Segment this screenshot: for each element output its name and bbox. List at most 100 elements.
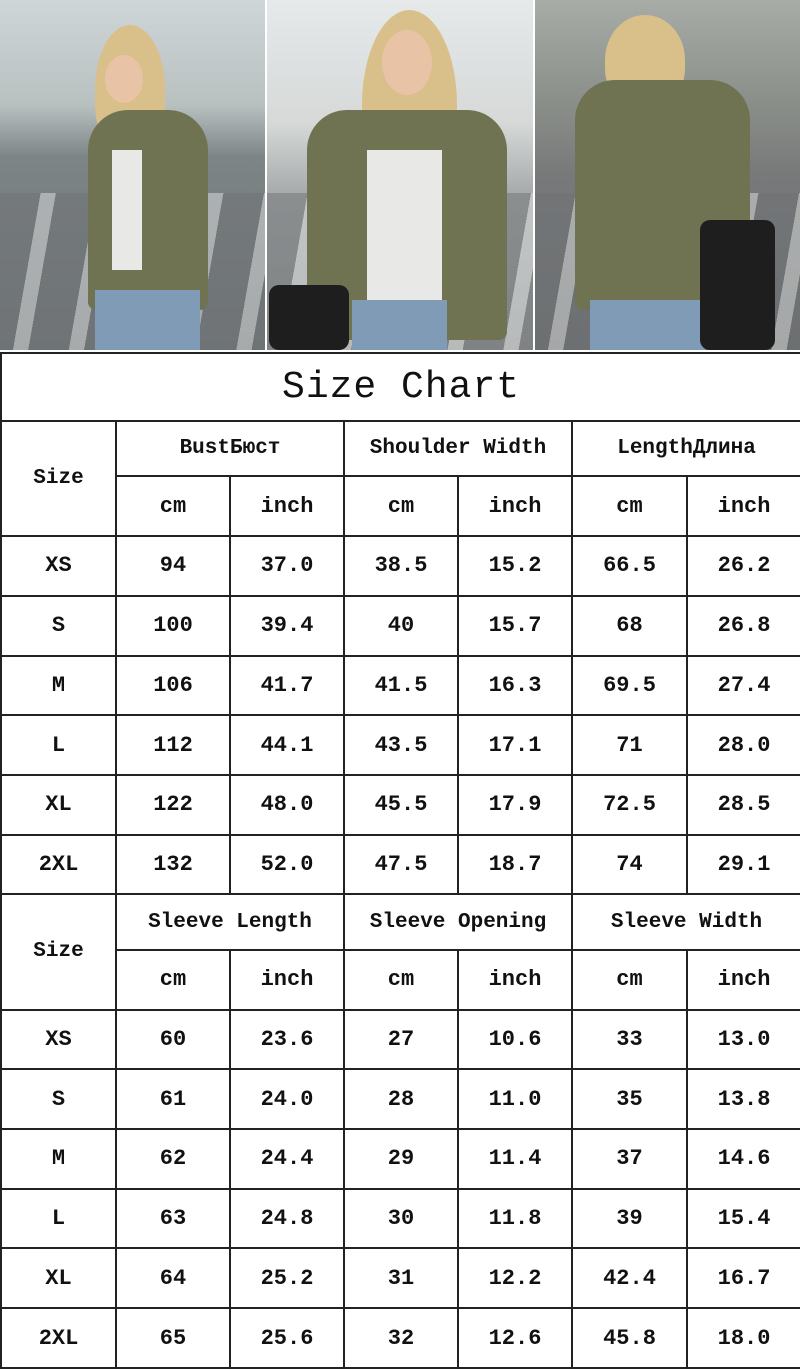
value-cell: 18.7 [457, 833, 573, 896]
value-cell: 47.5 [343, 833, 459, 896]
value-cell: 17.9 [457, 773, 573, 836]
value-cell: 26.2 [685, 535, 800, 597]
value-cell: 33 [571, 1008, 688, 1071]
unit-header: cm [115, 948, 231, 1011]
value-cell: 32 [343, 1307, 459, 1369]
value-cell: 60 [115, 1008, 231, 1071]
unit-header: cm [343, 948, 459, 1011]
value-cell: 27.4 [685, 654, 800, 717]
value-cell: 69.5 [571, 654, 688, 717]
size-cell: XL [0, 773, 117, 836]
value-cell: 112 [115, 714, 231, 776]
size-cell: XS [0, 1008, 117, 1071]
measure-group-header: LengthДлина [570, 419, 800, 478]
value-cell: 106 [115, 654, 231, 717]
value-cell: 35 [571, 1068, 688, 1130]
unit-header: inch [685, 475, 800, 538]
value-cell: 43.5 [343, 714, 459, 776]
product-photo-back [534, 0, 800, 350]
size-cell: L [0, 1187, 117, 1250]
value-cell: 16.3 [457, 654, 573, 717]
value-cell: 25.2 [229, 1247, 345, 1310]
value-cell: 66.5 [571, 535, 688, 597]
size-column-header: Size [0, 419, 117, 538]
value-cell: 94 [115, 535, 231, 597]
value-cell: 11.4 [457, 1127, 573, 1190]
value-cell: 74 [571, 833, 688, 896]
value-cell: 15.7 [457, 594, 573, 657]
size-column-header: Size [0, 893, 117, 1011]
value-cell: 28.5 [685, 773, 800, 836]
value-cell: 68 [571, 594, 688, 657]
value-cell: 63 [115, 1187, 231, 1250]
value-cell: 62 [115, 1127, 231, 1190]
value-cell: 100 [115, 594, 231, 657]
size-chart-title: Size Chart [0, 352, 800, 422]
table-row: L 63 24.8 30 11.8 39 15.4 [0, 1187, 800, 1250]
value-cell: 48.0 [229, 773, 345, 836]
value-cell: 24.8 [229, 1187, 345, 1250]
value-cell: 17.1 [457, 714, 573, 776]
product-photo-front [267, 0, 533, 350]
size-cell: M [0, 1127, 117, 1190]
measure-group-header: BustБюст [115, 419, 345, 478]
product-photos [0, 0, 800, 350]
product-photo-side [0, 0, 266, 350]
value-cell: 18.0 [685, 1307, 800, 1369]
table-row: M 62 24.4 29 11.4 37 14.6 [0, 1127, 800, 1190]
value-cell: 44.1 [229, 714, 345, 776]
unit-header: cm [343, 475, 459, 538]
value-cell: 37 [571, 1127, 688, 1190]
table-row: XS 60 23.6 27 10.6 33 13.0 [0, 1008, 800, 1071]
size-cell: S [0, 594, 117, 657]
value-cell: 41.7 [229, 654, 345, 717]
measure-header-row: Size BustБюст Shoulder Width LengthДлина [0, 419, 800, 538]
value-cell: 26.8 [685, 594, 800, 657]
value-cell: 24.4 [229, 1127, 345, 1190]
unit-header: inch [457, 948, 573, 1011]
measure-group-header: Sleeve Length [115, 893, 345, 951]
unit-header: inch [229, 948, 345, 1011]
unit-header-row: cm inch cm inch cm inch [1, 475, 800, 538]
size-cell: M [0, 654, 117, 717]
unit-header: cm [115, 475, 231, 538]
unit-header: inch [685, 948, 800, 1011]
table-row: S 61 24.0 28 11.0 35 13.8 [0, 1068, 800, 1130]
value-cell: 72.5 [571, 773, 688, 836]
value-cell: 11.0 [457, 1068, 573, 1130]
value-cell: 10.6 [457, 1008, 573, 1071]
value-cell: 29 [343, 1127, 459, 1190]
value-cell: 64 [115, 1247, 231, 1310]
value-cell: 45.5 [343, 773, 459, 836]
value-cell: 38.5 [343, 535, 459, 597]
value-cell: 12.2 [457, 1247, 573, 1310]
value-cell: 65 [115, 1307, 231, 1369]
value-cell: 24.0 [229, 1068, 345, 1130]
unit-header-row: cm inch cm inch cm inch [1, 948, 800, 1011]
value-cell: 16.7 [685, 1247, 800, 1310]
value-cell: 29.1 [685, 833, 800, 896]
value-cell: 40 [343, 594, 459, 657]
unit-header: cm [571, 948, 688, 1011]
size-cell: S [0, 1068, 117, 1130]
table-row: 2XL 132 52.0 47.5 18.7 74 29.1 [0, 833, 800, 896]
measure-group-header: Sleeve Opening [343, 893, 573, 951]
table-row: XS 94 37.0 38.5 15.2 66.5 26.2 [0, 535, 800, 597]
value-cell: 45.8 [571, 1307, 688, 1369]
size-cell: XS [0, 535, 117, 597]
table-row: XL 122 48.0 45.5 17.9 72.5 28.5 [0, 773, 800, 836]
unit-header: inch [229, 475, 345, 538]
value-cell: 15.4 [685, 1187, 800, 1250]
value-cell: 13.0 [685, 1008, 800, 1071]
table-row: M 106 41.7 41.5 16.3 69.5 27.4 [0, 654, 800, 717]
size-cell: 2XL [0, 833, 117, 896]
value-cell: 27 [343, 1008, 459, 1071]
value-cell: 25.6 [229, 1307, 345, 1369]
size-cell: L [0, 714, 117, 776]
value-cell: 31 [343, 1247, 459, 1310]
value-cell: 37.0 [229, 535, 345, 597]
value-cell: 28.0 [685, 714, 800, 776]
size-cell: 2XL [0, 1307, 117, 1369]
value-cell: 42.4 [571, 1247, 688, 1310]
value-cell: 39 [571, 1187, 688, 1250]
